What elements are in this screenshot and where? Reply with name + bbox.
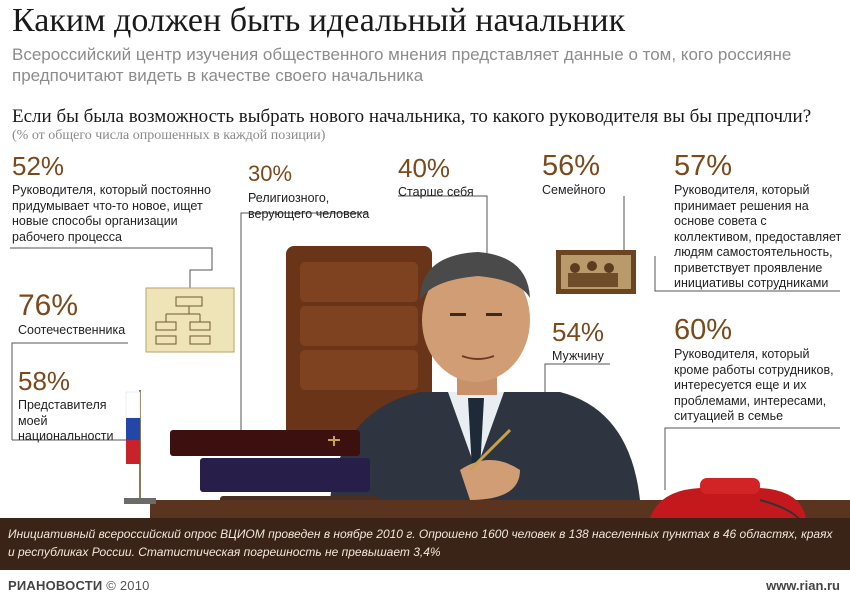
- family-photo: [556, 250, 636, 294]
- org-chart-icon: [145, 287, 235, 353]
- stat-label: Семейного: [542, 183, 606, 197]
- connector-lines: [10, 195, 840, 490]
- brand-name: РИАНОВОСТИ: [8, 578, 103, 593]
- stat-collegial: 57% Руководителя, который принимает реше…: [674, 152, 844, 292]
- stat-label: Соотечественника: [18, 323, 126, 337]
- stat-value: 54%: [552, 317, 605, 347]
- stat-compatriot: 76% Соотечественника: [18, 289, 138, 339]
- stat-value: 40%: [398, 153, 451, 183]
- boss-figure: [330, 252, 640, 500]
- stat-label: Руководителя, который постоянно придумыв…: [12, 183, 211, 244]
- survey-note: (% от общего числа опрошенных в каждой п…: [12, 128, 326, 143]
- russian-flag: [124, 390, 156, 504]
- stat-nationality: 58% Представителя моей национальности: [18, 367, 128, 445]
- stat-value: 30%: [248, 161, 293, 186]
- footer-note: Инициативный всероссийский опрос ВЦИОМ п…: [0, 518, 850, 570]
- stat-value: 52%: [12, 151, 65, 181]
- survey-question: Если бы была возможность выбрать нового …: [12, 106, 812, 127]
- stat-value: 60%: [674, 314, 733, 346]
- stat-label: Мужчину: [552, 349, 604, 363]
- stat-value: 56%: [542, 150, 601, 182]
- stat-label: Представителя моей национальности: [18, 398, 114, 443]
- stat-value: 76%: [18, 289, 79, 322]
- stat-older: 40% Старше себя: [398, 154, 508, 201]
- page-title: Каким должен быть идеальный начальник: [12, 2, 626, 39]
- stat-male: 54% Мужчину: [552, 318, 632, 365]
- office-chair: [286, 246, 432, 446]
- page-subtitle: Всероссийский центр изучения общественно…: [12, 45, 792, 85]
- site-link[interactable]: www.rian.ru: [766, 578, 840, 593]
- stat-value: 58%: [18, 366, 71, 396]
- boss-illustration: [10, 195, 850, 521]
- stat-family: 56% Семейного: [542, 152, 652, 199]
- stat-label: Руководителя, который принимает решения …: [674, 183, 842, 290]
- credits-bar: РИАНОВОСТИ © 2010 www.rian.ru: [0, 570, 850, 598]
- stat-label: Религиозного, верующего человека: [248, 191, 370, 221]
- stat-caring: 60% Руководителя, который кроме работы с…: [674, 316, 844, 425]
- stat-religious: 30% Религиозного, верующего человека: [248, 160, 378, 222]
- stat-label: Старше себя: [398, 185, 474, 199]
- stat-value: 57%: [674, 150, 733, 182]
- telephone-icon: [650, 478, 806, 521]
- stat-innovator: 52% Руководителя, который постоянно прид…: [12, 152, 212, 245]
- copyright: © 2010: [106, 578, 150, 593]
- brand-logo: РИАНОВОСТИ © 2010: [8, 578, 150, 593]
- stat-label: Руководителя, который кроме работы сотру…: [674, 347, 834, 423]
